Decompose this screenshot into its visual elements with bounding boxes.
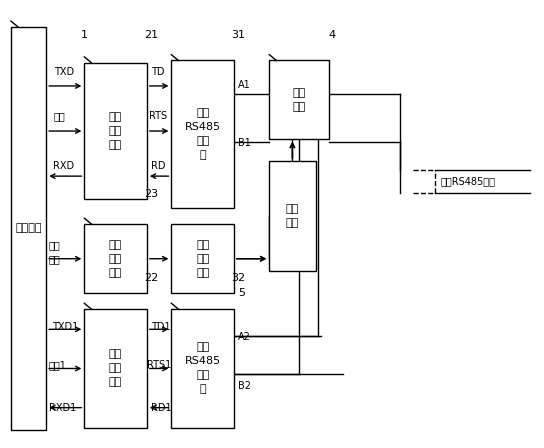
Bar — [269, 60, 329, 139]
Text: 第一
隔离
电路: 第一 隔离 电路 — [109, 112, 122, 150]
Bar — [84, 63, 147, 199]
Text: RD: RD — [151, 161, 166, 171]
Text: B2: B2 — [238, 381, 251, 391]
Text: RTS: RTS — [149, 112, 166, 121]
Bar — [11, 27, 46, 430]
Text: A2: A2 — [238, 332, 251, 342]
Text: 切换
电路: 切换 电路 — [293, 88, 306, 112]
Text: TXD: TXD — [54, 67, 75, 77]
Bar — [171, 60, 234, 208]
Text: 第二
隔离
电路: 第二 隔离 电路 — [109, 349, 122, 388]
Text: 第一
RS485
收发
器: 第一 RS485 收发 器 — [184, 108, 221, 160]
Bar — [171, 224, 234, 293]
Bar — [84, 309, 147, 428]
Text: 微处理器: 微处理器 — [15, 224, 42, 233]
Text: 驱动
控制: 驱动 控制 — [49, 241, 61, 264]
Text: 外部RS485总线: 外部RS485总线 — [441, 177, 496, 186]
Text: 32: 32 — [231, 273, 245, 283]
Text: 5: 5 — [238, 289, 245, 298]
Text: B1: B1 — [238, 138, 251, 148]
Text: A1: A1 — [238, 80, 251, 90]
Text: 驱动
信号: 驱动 信号 — [286, 204, 299, 228]
Text: 第二
RS485
收发
器: 第二 RS485 收发 器 — [184, 342, 221, 395]
Bar — [269, 161, 316, 271]
Text: RD1: RD1 — [151, 403, 172, 413]
Text: 第三
隔离
电路: 第三 隔离 电路 — [109, 240, 122, 278]
Text: 4: 4 — [328, 30, 335, 40]
Text: 22: 22 — [144, 273, 158, 283]
Text: 21: 21 — [144, 30, 158, 40]
Bar — [171, 309, 234, 428]
Text: 控发: 控发 — [53, 112, 65, 121]
Text: RXD: RXD — [53, 161, 75, 171]
Text: TD: TD — [151, 67, 165, 77]
Bar — [84, 224, 147, 293]
Text: RTS1: RTS1 — [147, 360, 171, 370]
Text: 23: 23 — [144, 190, 158, 199]
Text: 切换
驱动
电路: 切换 驱动 电路 — [196, 240, 209, 278]
Text: 控发1: 控发1 — [49, 360, 67, 370]
Text: TXD1: TXD1 — [52, 322, 78, 332]
Text: RXD1: RXD1 — [49, 403, 76, 413]
Text: 31: 31 — [231, 30, 245, 40]
Text: 1: 1 — [81, 30, 88, 40]
Text: TD1: TD1 — [151, 322, 171, 332]
